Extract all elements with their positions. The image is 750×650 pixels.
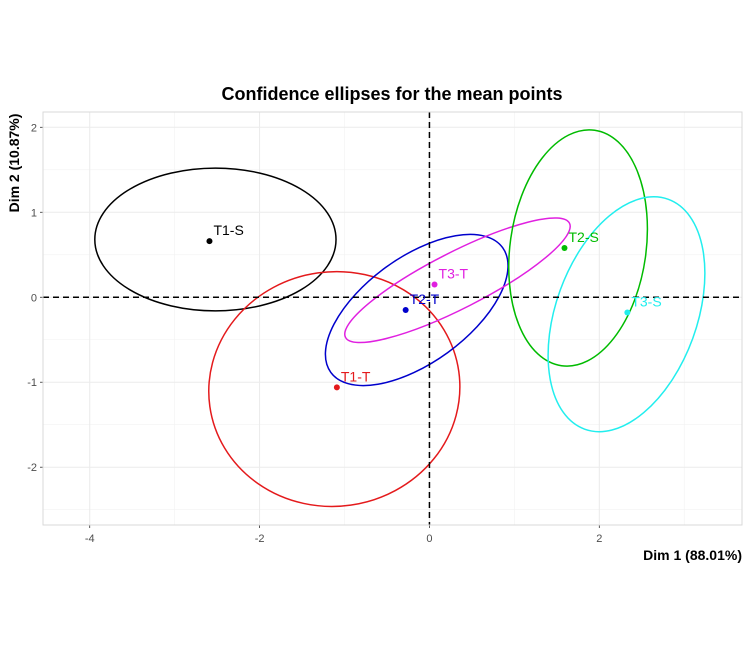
- reference-lines: [43, 112, 742, 525]
- point-t2-s: [561, 244, 568, 251]
- y-axis-title: Dim 2 (10.87%): [6, 114, 22, 213]
- grid: [43, 112, 742, 525]
- x-tick-label: 2: [596, 533, 602, 545]
- point-t3-s: [624, 309, 631, 316]
- y-tick-label: 1: [31, 207, 37, 219]
- chart-title: Confidence ellipses for the mean points: [221, 84, 562, 104]
- mean-points: T1-S T1-T T2-T T3-T T2-S T3-S: [206, 222, 662, 391]
- ellipse-t3-t: [344, 217, 571, 344]
- y-tick-label: 0: [31, 292, 37, 304]
- ellipse-t2-t: [324, 233, 509, 387]
- y-tick-label: 2: [31, 122, 37, 134]
- x-tick-label: -2: [255, 533, 265, 545]
- y-tick-label: -1: [27, 377, 37, 389]
- x-tick-label: 0: [426, 533, 432, 545]
- ellipse-t1-t: [208, 270, 461, 508]
- point-t1-s: [206, 238, 213, 245]
- point-label-t2-s: T2-S: [568, 229, 598, 245]
- confidence-ellipses: [94, 129, 706, 508]
- point-t3-t: [431, 281, 438, 288]
- point-t2-t: [402, 307, 409, 314]
- x-axis-title: Dim 1 (88.01%): [643, 547, 742, 563]
- ellipse-t2-s: [508, 129, 649, 367]
- point-t1-t: [333, 384, 340, 391]
- point-label-t1-t: T1-T: [341, 368, 371, 384]
- point-label-t1-s: T1-S: [213, 222, 243, 238]
- ellipse-t3-s: [547, 196, 706, 433]
- x-tick-label: -4: [85, 533, 95, 545]
- point-label-t3-t: T3-T: [439, 266, 469, 282]
- ellipse-t1-s: [94, 167, 337, 312]
- axis-ticks: -4 -2 0 2 -2 -1 0 1 2: [27, 122, 602, 545]
- y-tick-label: -2: [27, 462, 37, 474]
- point-label-t2-t: T2-T: [410, 291, 440, 307]
- point-label-t3-s: T3-S: [631, 294, 661, 310]
- plot-panel-border: [42, 111, 743, 526]
